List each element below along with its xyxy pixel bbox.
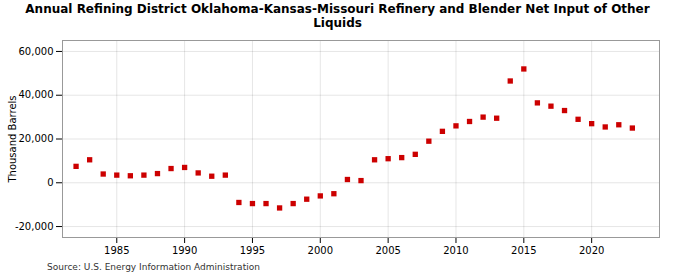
html-text:Source: U.S. Energy Informatio: Source: U.S. Energy Information Administ…: [47, 262, 260, 272]
svg-text:2015: 2015: [511, 245, 536, 256]
svg-text:2000: 2000: [308, 245, 333, 256]
svg-text:1990: 1990: [172, 245, 197, 256]
svg-text:2005: 2005: [375, 245, 400, 256]
svg-text:Thousand Barrels: Thousand Barrels: [7, 95, 18, 183]
svg-text:-20,000: -20,000: [15, 221, 54, 232]
svg-text:1985: 1985: [104, 245, 129, 256]
svg-text:40,000: 40,000: [19, 89, 54, 100]
svg-text:2010: 2010: [443, 245, 468, 256]
html-text:Annual Refining District Oklah: Annual Refining District Oklahoma-Kansas…: [25, 2, 650, 30]
svg-text:1995: 1995: [240, 245, 265, 256]
svg-text:0: 0: [47, 177, 53, 188]
svg-text:2020: 2020: [579, 245, 604, 256]
svg-text:20,000: 20,000: [19, 133, 54, 144]
svg-text:60,000: 60,000: [19, 46, 54, 57]
